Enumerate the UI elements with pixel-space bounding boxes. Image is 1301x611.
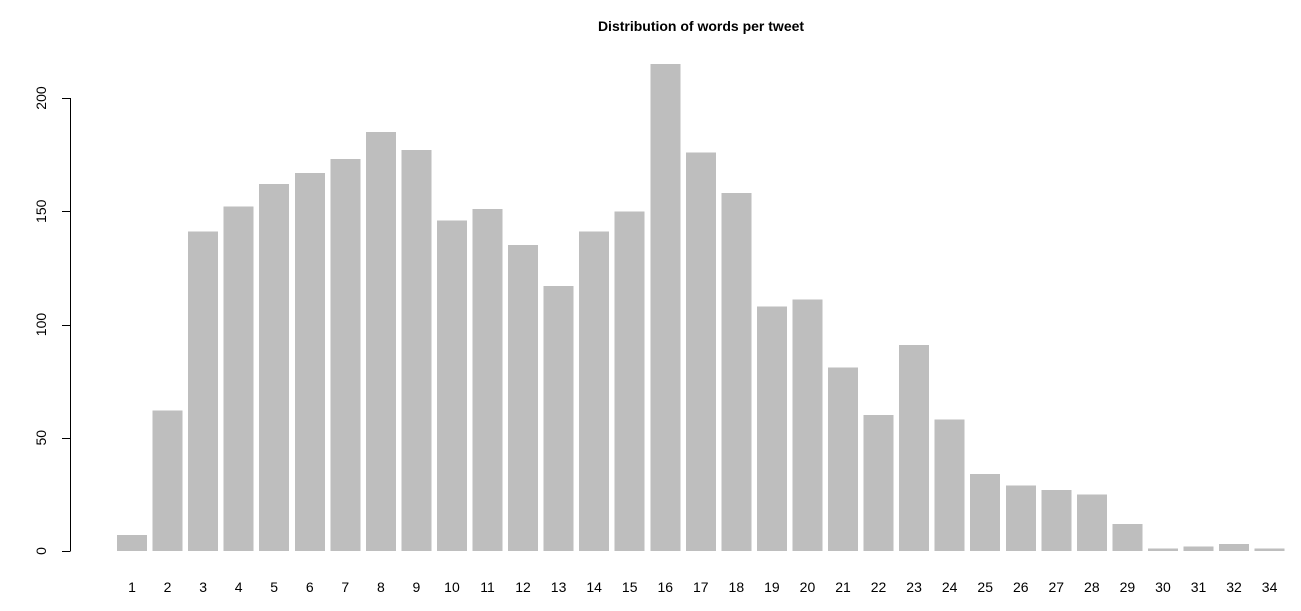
bar-29 <box>1112 523 1143 551</box>
x-tick-label-9: 9 <box>413 579 421 595</box>
bar-27 <box>1041 489 1072 551</box>
bars-group <box>117 64 1285 552</box>
x-tick-label-34: 34 <box>1262 579 1278 595</box>
bar-31 <box>1183 546 1214 551</box>
x-tick-label-23: 23 <box>906 579 922 595</box>
x-tick-label-6: 6 <box>306 579 314 595</box>
x-tick-label-19: 19 <box>764 579 780 595</box>
bar-19 <box>756 306 787 551</box>
bar-15 <box>614 211 645 551</box>
x-tick-label-27: 27 <box>1049 579 1065 595</box>
bar-11 <box>472 208 503 552</box>
bar-30 <box>1147 548 1178 551</box>
x-tick-label-15: 15 <box>622 579 638 595</box>
y-tick-label-0: 0 <box>33 547 49 555</box>
x-tick-label-24: 24 <box>942 579 958 595</box>
bar-6 <box>294 172 325 551</box>
bar-21 <box>828 367 858 551</box>
bar-20 <box>792 299 823 551</box>
bar-1 <box>117 535 147 551</box>
x-tick-label-20: 20 <box>800 579 816 595</box>
bar-28 <box>1076 494 1107 552</box>
x-tick-label-4: 4 <box>235 579 243 595</box>
x-tick-label-17: 17 <box>693 579 709 595</box>
x-tick-label-32: 32 <box>1226 579 1242 595</box>
y-tick-label-50: 50 <box>33 430 49 446</box>
x-tick-label-12: 12 <box>515 579 531 595</box>
x-tick-label-14: 14 <box>586 579 602 595</box>
bar-26 <box>1005 485 1036 551</box>
bar-18 <box>721 193 752 551</box>
x-axis-labels: 1 2 3 4 5 6 7 8 9 10 11 12 13 14 15 16 17 18 19 20 21 22 23 24 2… <box>128 579 1277 595</box>
x-tick-label-16: 16 <box>657 579 673 595</box>
bar-10 <box>436 220 467 551</box>
x-tick-label-22: 22 <box>871 579 887 595</box>
x-tick-label-1: 1 <box>128 579 136 595</box>
bar-22 <box>863 415 894 551</box>
bar-9 <box>401 150 432 551</box>
y-tick-label-100: 100 <box>33 313 49 337</box>
x-tick-label-30: 30 <box>1155 579 1171 595</box>
x-tick-label-29: 29 <box>1120 579 1136 595</box>
bar-32 <box>1219 544 1250 551</box>
bar-23 <box>899 344 930 551</box>
bar-25 <box>970 473 1001 551</box>
bar-17 <box>685 152 716 552</box>
y-axis: 0 50 100 150 200 <box>33 86 71 555</box>
y-tick-label-150: 150 <box>33 199 49 223</box>
bar-4 <box>223 206 254 551</box>
bar-7 <box>330 159 361 551</box>
bar-34 <box>1254 548 1285 551</box>
x-tick-label-3: 3 <box>199 579 207 595</box>
bar-8 <box>365 131 396 551</box>
x-tick-label-21: 21 <box>835 579 851 595</box>
x-tick-label-18: 18 <box>729 579 745 595</box>
bar-14 <box>579 231 610 551</box>
x-tick-label-8: 8 <box>377 579 385 595</box>
x-tick-label-31: 31 <box>1191 579 1207 595</box>
x-tick-label-11: 11 <box>480 579 495 595</box>
bar-5 <box>259 184 290 551</box>
bar-16 <box>650 64 681 552</box>
x-tick-label-7: 7 <box>341 579 349 595</box>
bar-24 <box>934 419 965 551</box>
bar-2 <box>152 410 183 551</box>
bar-12 <box>508 245 539 551</box>
bar-13 <box>543 286 574 551</box>
x-tick-label-10: 10 <box>444 579 460 595</box>
x-tick-label-13: 13 <box>551 579 567 595</box>
x-tick-label-5: 5 <box>270 579 278 595</box>
chart-title: Distribution of words per tweet <box>598 18 804 34</box>
x-tick-label-25: 25 <box>977 579 993 595</box>
x-tick-label-26: 26 <box>1013 579 1029 595</box>
bar-3 <box>188 231 219 551</box>
x-tick-label-2: 2 <box>164 579 172 595</box>
x-tick-label-28: 28 <box>1084 579 1100 595</box>
y-tick-label-200: 200 <box>33 86 49 110</box>
